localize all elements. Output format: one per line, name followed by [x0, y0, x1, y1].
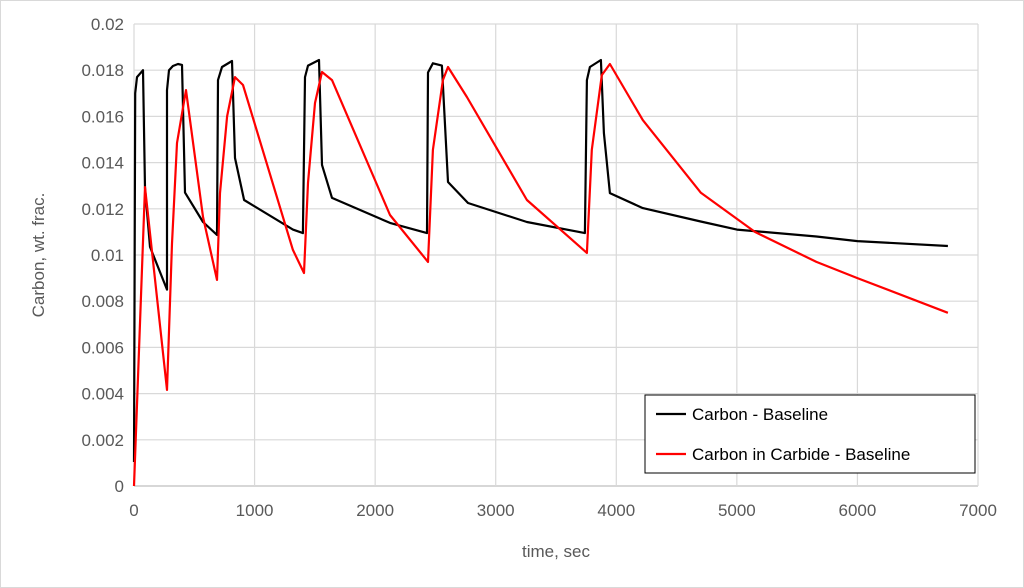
- x-axis-label: time, sec: [522, 542, 591, 561]
- y-axis-label: Carbon, wt. frac.: [29, 193, 48, 318]
- y-tick-label: 0.012: [81, 200, 124, 219]
- x-tick-label: 0: [129, 501, 138, 520]
- x-tick-label: 2000: [356, 501, 394, 520]
- y-tick-label: 0.004: [81, 385, 124, 404]
- y-tick-label: 0.02: [91, 15, 124, 34]
- y-tick-label: 0: [115, 477, 124, 496]
- y-tick-label: 0.018: [81, 61, 124, 80]
- gridlines: [133, 23, 979, 487]
- y-tick-label: 0.014: [81, 154, 124, 173]
- x-tick-label: 4000: [597, 501, 635, 520]
- series-lines: [132, 58, 949, 487]
- y-tick-label: 0.016: [81, 107, 124, 126]
- x-tick-label: 6000: [839, 501, 877, 520]
- legend-box: [644, 394, 976, 474]
- legend: Carbon - Baseline Carbon in Carbide - Ba…: [644, 394, 976, 474]
- y-tick-label: 0.006: [81, 338, 124, 357]
- y-tick-label: 0.008: [81, 292, 124, 311]
- x-tick-label: 3000: [477, 501, 515, 520]
- x-tick-label: 5000: [718, 501, 756, 520]
- series-line-0: [132, 58, 948, 463]
- y-tick-label: 0.002: [81, 431, 124, 450]
- series-line-1: [132, 62, 949, 487]
- x-tick-label: 1000: [236, 501, 274, 520]
- legend-label-carbon: Carbon - Baseline: [692, 405, 828, 424]
- legend-label-carbide: Carbon in Carbide - Baseline: [692, 445, 910, 464]
- tick-labels: 0 0.002 0.004 0.006 0.008 0.01 0.012 0.014 0.016…: [81, 15, 996, 520]
- y-tick-label: 0.01: [91, 246, 124, 265]
- x-tick-label: 7000: [959, 501, 997, 520]
